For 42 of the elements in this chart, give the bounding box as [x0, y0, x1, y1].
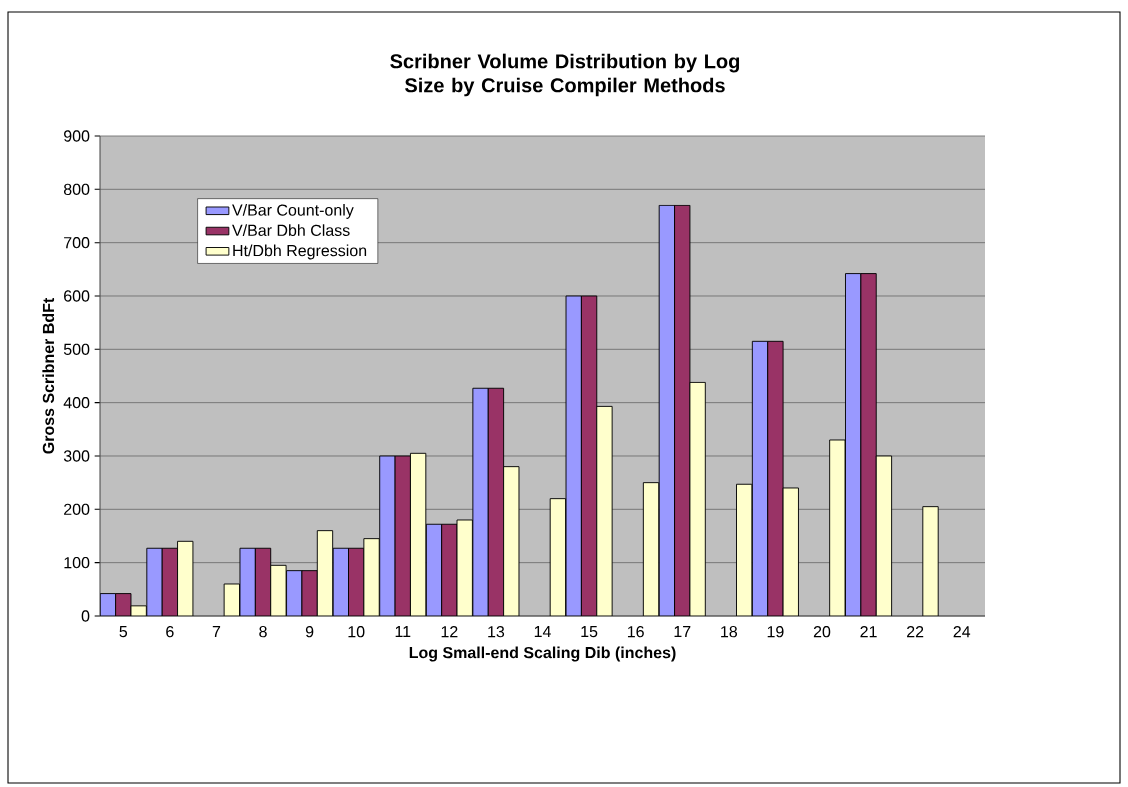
y-tick-label: 0 [81, 610, 90, 622]
legend-label: Ht/Dbh Regression [233, 244, 367, 260]
bar [394, 455, 411, 616]
bar [860, 273, 877, 616]
x-tick-label: 15 [581, 626, 598, 638]
x-tick-label: 11 [395, 626, 411, 638]
x-tick-label: 24 [953, 626, 971, 638]
x-tick-label: 21 [860, 626, 877, 638]
x-tick-label: 20 [813, 626, 831, 638]
legend-label: V/Bar Dbh Class [232, 224, 350, 236]
x-axis-title: Log Small-end Scaling Dib (inches) [409, 646, 676, 662]
y-tick-label: 600 [64, 290, 90, 302]
x-tick-label: 10 [348, 626, 365, 638]
x-tick-label: 22 [907, 626, 924, 638]
legend-label: V/Bar Count-only [232, 204, 354, 219]
x-tick-label: 13 [488, 626, 505, 638]
x-tick-label: 14 [534, 626, 551, 638]
y-tick-label: 200 [64, 503, 90, 515]
chart-title: Scribner Volume Distribution by Log Size by Cruise Compiler Methods [390, 53, 740, 97]
x-tick-label: 7 [212, 626, 221, 638]
x-tick-label: 18 [721, 626, 738, 638]
y-tick-label: 900 [64, 130, 90, 142]
bar [487, 387, 505, 616]
y-axis-title: Gross Scribner BdFt [42, 297, 55, 454]
x-tick-label: 6 [166, 626, 174, 638]
bar [580, 295, 598, 616]
y-tick-label: 700 [64, 237, 90, 249]
x-tick-label: 12 [441, 626, 458, 638]
x-tick-label: 9 [305, 626, 314, 638]
y-tick-label: 400 [63, 397, 90, 409]
bar [767, 340, 784, 616]
x-tick-label: 17 [674, 626, 691, 638]
x-tick-label: 16 [627, 626, 644, 638]
x-tick-label: 5 [119, 626, 128, 638]
y-tick-label: 800 [63, 183, 90, 195]
x-tick-label: 19 [767, 626, 784, 638]
y-tick-label: 300 [63, 450, 90, 462]
y-tick-label: 500 [63, 343, 90, 355]
bar [922, 506, 939, 616]
x-tick-label: 8 [259, 626, 267, 638]
bar [674, 204, 691, 616]
y-tick-label: 100 [64, 556, 90, 569]
